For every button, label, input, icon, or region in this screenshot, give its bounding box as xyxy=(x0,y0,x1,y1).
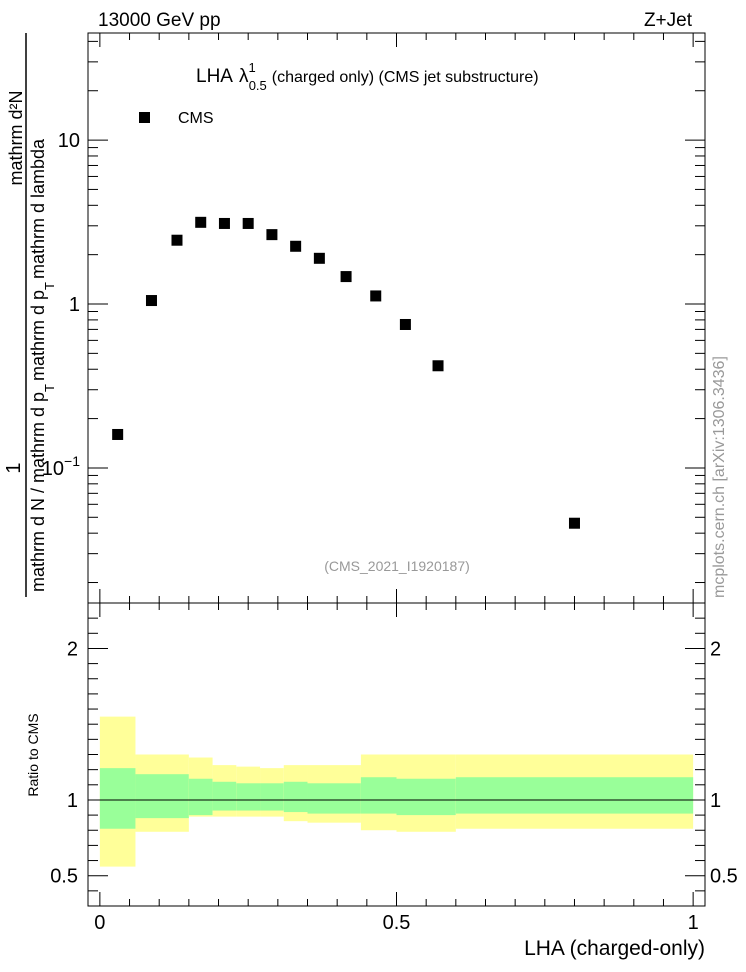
ylabel-den-part2: mathrm d p xyxy=(28,290,48,381)
ratio-ticks xyxy=(88,603,705,906)
title-suffix: (charged only) (CMS jet substructure) xyxy=(272,69,539,86)
ratio-y-tick-label-left: 1 xyxy=(67,790,78,812)
ratio-stat-band xyxy=(99,768,136,829)
ratio-y-tick-label-left: 0.5 xyxy=(50,866,78,888)
data-point xyxy=(218,217,230,229)
chart-title: LHA λ1 0.5 (charged only) (CMS jet substruc… xyxy=(196,60,539,93)
ylabel-numerator: mathrm d²N xyxy=(6,90,26,185)
title-prefix: LHA xyxy=(196,66,233,87)
ratio-y-tick-label-left: 2 xyxy=(67,638,78,660)
ylabel-den-sub1: T xyxy=(42,384,57,392)
legend-label-cms: CMS xyxy=(178,110,214,127)
data-point xyxy=(370,290,382,302)
ylabel-den-part3: mathrm d lambda xyxy=(28,138,48,279)
ylabel-one: 1 xyxy=(3,462,25,473)
main-y-tick-label: 10 xyxy=(58,130,80,152)
main-y-tick-label-base: 10 xyxy=(42,458,64,480)
ratio-y-axis-label: Ratio to CMS xyxy=(25,713,41,796)
data-point xyxy=(432,360,444,372)
ratio-stat-band xyxy=(135,774,189,819)
legend-marker-cms xyxy=(139,112,150,123)
ratio-y-tick-labels-right: 0.5 1 2 xyxy=(710,638,738,887)
ylabel-denominator: mathrm d N / mathrm d pTmathrm d pTmathr… xyxy=(28,138,57,592)
ratio-x-tick-labels: 0 0.5 1 xyxy=(94,912,698,934)
data-point xyxy=(195,216,207,228)
watermark: mcplots.cern.ch [arXiv:1306.3436] xyxy=(711,356,728,598)
data-point xyxy=(290,240,302,252)
ratio-stat-band xyxy=(212,781,237,811)
ratio-stat-band xyxy=(307,783,361,814)
x-tick-label: 0.5 xyxy=(383,912,411,934)
title-superscript: 1 xyxy=(248,60,255,75)
ratio-y-tick-labels-left: 0.5 1 2 xyxy=(50,638,78,887)
main-y-tick-label-base: 1 xyxy=(69,294,80,316)
ratio-y-tick-label-right: 1 xyxy=(710,790,721,812)
ratio-y-tick-label-right: 0.5 xyxy=(710,866,738,888)
ratio-stat-band xyxy=(455,777,694,814)
analysis-id: (CMS_2021_I1920187) xyxy=(324,558,470,574)
x-tick-label: 0 xyxy=(94,912,105,934)
data-point xyxy=(340,271,352,283)
main-y-axis-label: 1 mathrm d²N mathrm d N / mathrm d pTmat… xyxy=(3,33,57,597)
ratio-stat-band xyxy=(188,778,213,816)
data-point xyxy=(112,428,124,440)
process-label: Z+Jet xyxy=(644,10,693,31)
main-ticks xyxy=(88,33,705,603)
ratio-stat-band xyxy=(396,778,456,816)
ratio-stat-band xyxy=(236,783,261,811)
data-point xyxy=(568,517,580,529)
data-point xyxy=(399,318,411,330)
ratio-stat-band xyxy=(260,783,284,811)
data-point xyxy=(171,234,183,246)
ylabel-den-sub2: T xyxy=(42,282,57,290)
main-y-tick-label: 10−1 xyxy=(42,453,80,480)
energy-label: 13000 GeV pp xyxy=(98,10,221,31)
data-point xyxy=(266,229,278,241)
main-data-points xyxy=(112,216,580,529)
title-subscript: 0.5 xyxy=(249,78,267,93)
data-point xyxy=(242,217,254,229)
data-point xyxy=(313,252,325,264)
data-point xyxy=(145,295,157,307)
x-axis-label: LHA (charged-only) xyxy=(524,937,705,960)
main-y-tick-label-base: 10 xyxy=(58,130,80,152)
main-y-tick-label-exponent: −1 xyxy=(64,453,80,469)
main-y-tick-label: 1 xyxy=(69,294,80,316)
ratio-y-tick-label-right: 2 xyxy=(710,638,721,660)
x-tick-label: 1 xyxy=(688,912,699,934)
ratio-bands xyxy=(99,716,694,867)
title-lambda: λ xyxy=(239,66,249,87)
ratio-stat-band xyxy=(360,777,397,814)
ratio-panel: 0.512 0.512 0 0.5 1 Ratio to CMS LHA (char… xyxy=(25,602,738,960)
ratio-stat-band xyxy=(283,781,308,813)
ylabel-den-part1: mathrm d N / mathrm d p xyxy=(28,392,48,592)
